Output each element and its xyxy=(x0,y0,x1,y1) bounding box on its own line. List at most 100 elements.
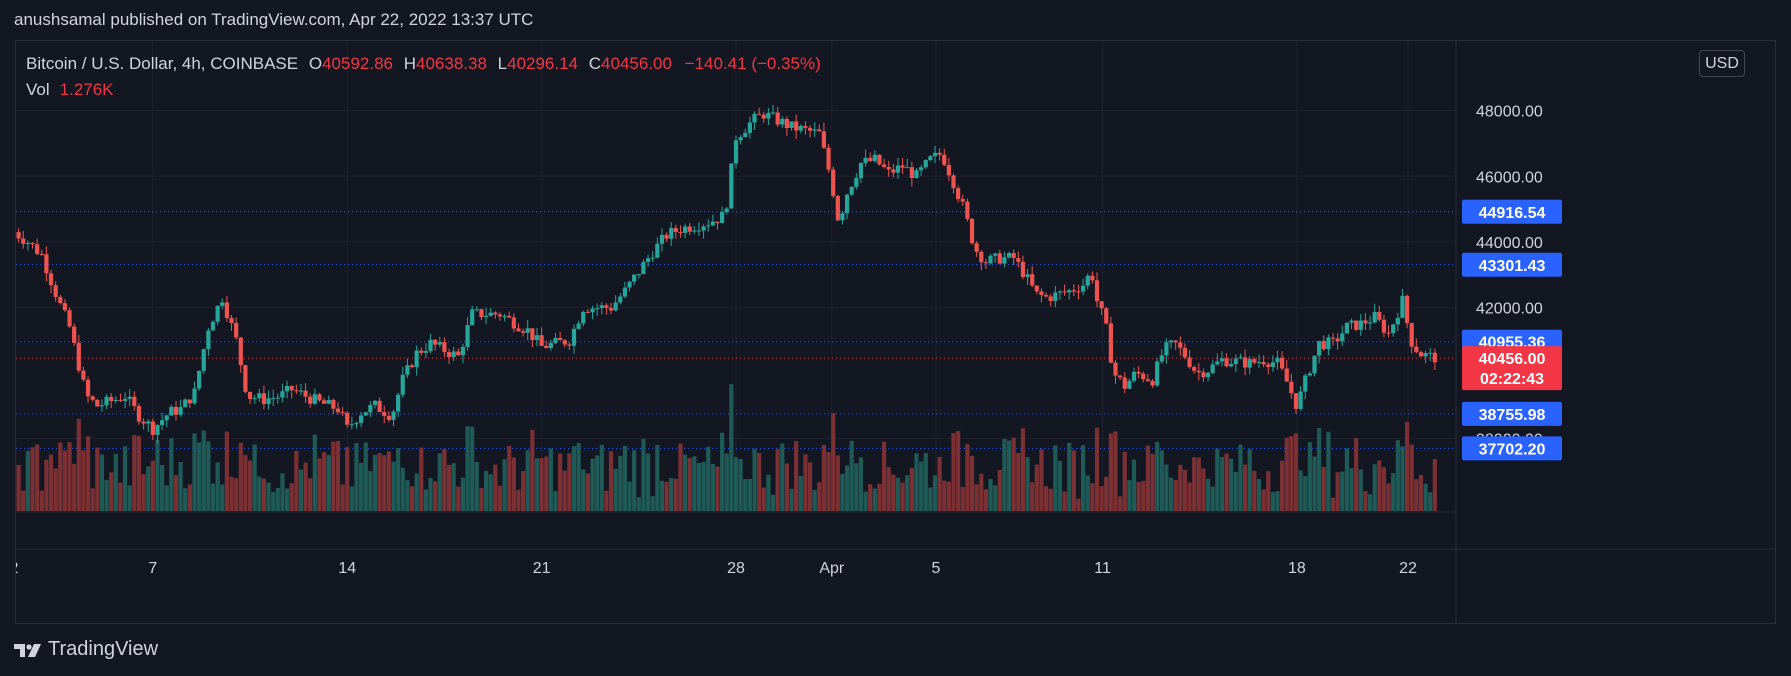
candle-body xyxy=(1159,355,1164,362)
volume-bar xyxy=(25,450,30,511)
volume-bar xyxy=(497,485,503,511)
candle-body xyxy=(1293,393,1299,409)
volume-bar xyxy=(1312,456,1317,511)
candle-body xyxy=(868,157,873,161)
candle-body xyxy=(923,160,928,168)
volume-bar xyxy=(1307,442,1312,511)
countdown-label: 02:22:43 xyxy=(1480,371,1544,388)
volume-bar xyxy=(16,464,21,511)
volume-bar xyxy=(622,445,628,511)
candle-body xyxy=(437,342,442,345)
volume-bar xyxy=(1090,483,1095,511)
candle-body xyxy=(840,213,845,221)
volume-bar xyxy=(928,487,933,511)
candle-body xyxy=(881,164,887,167)
volume-bar xyxy=(1298,470,1303,511)
candle-body xyxy=(558,337,563,341)
volume-bar xyxy=(30,447,35,511)
level-tag xyxy=(1462,436,1562,461)
volume-bar xyxy=(298,469,304,511)
candle-body xyxy=(747,122,752,133)
volume-bar xyxy=(1030,482,1035,511)
volume-bar xyxy=(844,465,850,511)
price-chart[interactable]: 48000.0046000.0044000.0042000.0038000.00… xyxy=(16,41,1776,624)
volume-bar xyxy=(446,464,452,511)
candle-body xyxy=(757,113,762,115)
candle-body xyxy=(655,243,660,258)
tradingview-footer[interactable]: TradingView xyxy=(14,638,158,661)
candle-body xyxy=(294,390,299,392)
candle-body xyxy=(1381,319,1387,333)
candle-body xyxy=(1215,361,1220,365)
y-tick-label: 48000.00 xyxy=(1476,104,1543,121)
candle-body xyxy=(1196,370,1201,373)
chart-frame[interactable]: 48000.0046000.0044000.0042000.0038000.00… xyxy=(15,40,1776,624)
candle-body xyxy=(48,273,54,286)
candle-body xyxy=(192,388,197,404)
candle-body xyxy=(58,297,63,304)
change-value: −140.41 (−0.35%) xyxy=(684,54,821,73)
volume-bar xyxy=(571,446,577,511)
volume-bar xyxy=(585,473,590,511)
level-label: 43301.43 xyxy=(1479,258,1546,275)
volume-bar xyxy=(956,431,961,511)
candle-body xyxy=(1099,301,1104,309)
candle-body xyxy=(1127,380,1132,389)
volume-bar xyxy=(192,433,197,511)
volume-bar xyxy=(1076,498,1081,511)
volume-bar xyxy=(507,445,512,511)
volume-bar xyxy=(1280,460,1285,511)
candle-body xyxy=(90,396,95,400)
volume-bar xyxy=(604,490,609,511)
volume-bar xyxy=(252,444,257,511)
volume-bar xyxy=(118,482,123,511)
volume-bar xyxy=(599,444,604,511)
candle-body xyxy=(363,412,368,416)
volume-bar xyxy=(275,488,280,511)
candle-body xyxy=(155,424,160,435)
candle-body xyxy=(354,423,359,425)
candle-body xyxy=(317,394,322,401)
volume-bar xyxy=(817,482,822,511)
volume-bar xyxy=(224,431,229,511)
volume-bar xyxy=(284,488,290,511)
volume-bar xyxy=(1122,451,1127,511)
volume-bar xyxy=(826,451,831,511)
volume-bar xyxy=(1391,473,1396,511)
candle-body xyxy=(109,396,114,401)
candle-body xyxy=(789,121,794,129)
candle-body xyxy=(201,349,206,371)
candle-body xyxy=(266,398,271,404)
low-label: L xyxy=(497,54,508,73)
symbol-label[interactable]: Bitcoin / U.S. Dollar, 4h, COINBASE xyxy=(26,54,299,73)
candle-body xyxy=(497,314,503,317)
candle-body xyxy=(1266,364,1271,367)
candle-body xyxy=(863,157,868,164)
candle-body xyxy=(377,400,382,412)
candle-body xyxy=(692,230,697,232)
candle-body xyxy=(803,126,808,128)
candle-body xyxy=(345,412,350,425)
candle-body xyxy=(669,228,674,239)
volume-bar xyxy=(576,442,581,511)
currency-button[interactable]: USD xyxy=(1699,50,1745,77)
volume-bar xyxy=(261,478,267,511)
candle-body xyxy=(905,167,910,169)
volume-bar xyxy=(951,433,956,511)
candle-body xyxy=(733,140,739,164)
candle-body xyxy=(1372,312,1377,323)
candle-body xyxy=(599,305,604,308)
volume-bar xyxy=(39,490,44,511)
volume-bar xyxy=(1067,442,1072,511)
candle-body xyxy=(1104,308,1109,324)
candle-body xyxy=(729,163,734,209)
candle-body xyxy=(951,175,956,189)
candle-body xyxy=(960,199,965,202)
candle-body xyxy=(76,342,81,371)
volume-bar xyxy=(636,497,641,511)
candle-body xyxy=(146,421,151,424)
volume-bar xyxy=(715,466,720,511)
candle-body xyxy=(1367,322,1373,324)
candle-body xyxy=(1006,253,1012,258)
x-tick-label: 2 xyxy=(16,560,19,577)
